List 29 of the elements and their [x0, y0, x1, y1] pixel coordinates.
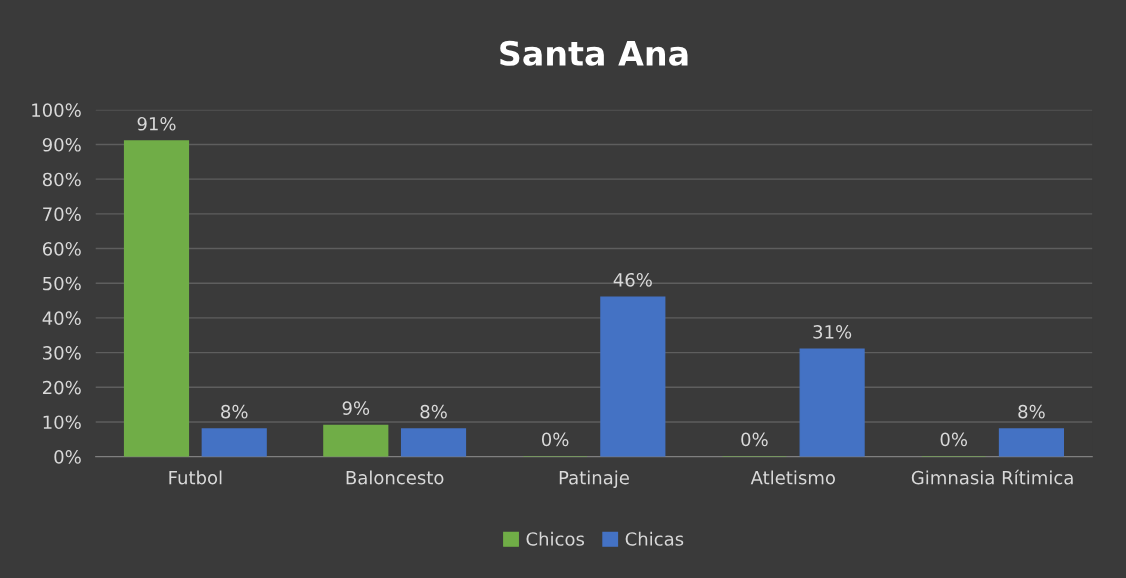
y-tick-label: 0% [54, 450, 81, 464]
x-tick-label: Gimnasia Rítimica [911, 469, 1073, 485]
y-tick-label: 90% [42, 137, 81, 152]
legend-label: Chicas [625, 531, 684, 546]
data-label: 0% [741, 432, 768, 447]
x-tick-label: Atletismo [750, 470, 835, 485]
y-tick-label: 70% [43, 207, 81, 221]
y-tick-label: 100% [32, 103, 81, 117]
data-label: 0% [541, 432, 569, 447]
data-label: 91% [137, 116, 176, 131]
data-label: 9% [342, 401, 370, 415]
data-label: 8% [221, 404, 248, 419]
y-tick-label: 10% [43, 415, 81, 430]
x-tick-label: Patinaje [559, 470, 629, 488]
data-label: 8% [1018, 404, 1045, 419]
chart-title: Santa Ana [500, 40, 688, 66]
legend-label: Chicos [526, 531, 585, 546]
data-label: 46% [613, 272, 652, 287]
y-tick-label: 20% [43, 380, 81, 395]
data-label: 0% [940, 432, 968, 447]
y-tick-label: 80% [42, 172, 81, 187]
data-label: 31% [813, 325, 852, 339]
y-tick-label: 40% [42, 311, 81, 326]
x-tick-label: Futbol [169, 470, 222, 485]
y-tick-label: 50% [43, 276, 81, 291]
y-tick-label: 30% [43, 346, 81, 360]
y-tick-label: 60% [42, 242, 81, 256]
x-tick-label: Baloncesto [346, 470, 444, 485]
data-label: 8% [420, 404, 447, 419]
